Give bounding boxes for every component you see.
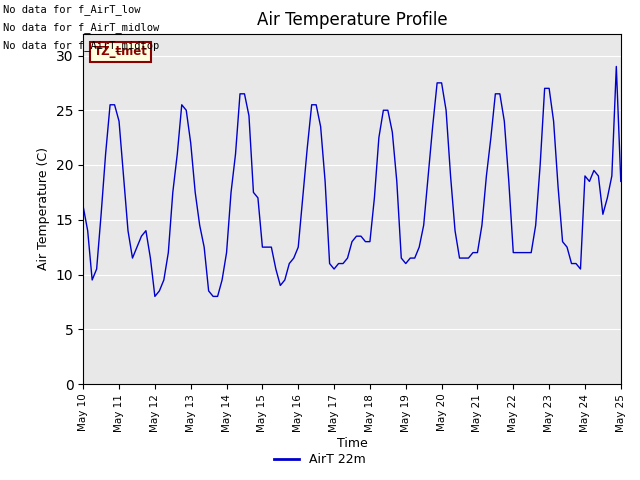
- Text: No data for f_AirT_midtop: No data for f_AirT_midtop: [3, 40, 159, 51]
- Legend: AirT 22m: AirT 22m: [269, 448, 371, 471]
- Title: Air Temperature Profile: Air Temperature Profile: [257, 11, 447, 29]
- Text: TZ_tmet: TZ_tmet: [94, 46, 148, 59]
- X-axis label: Time: Time: [337, 437, 367, 450]
- Y-axis label: Air Temperature (C): Air Temperature (C): [37, 147, 51, 270]
- Text: No data for f_AirT_midlow: No data for f_AirT_midlow: [3, 22, 159, 33]
- Text: No data for f_AirT_low: No data for f_AirT_low: [3, 4, 141, 15]
